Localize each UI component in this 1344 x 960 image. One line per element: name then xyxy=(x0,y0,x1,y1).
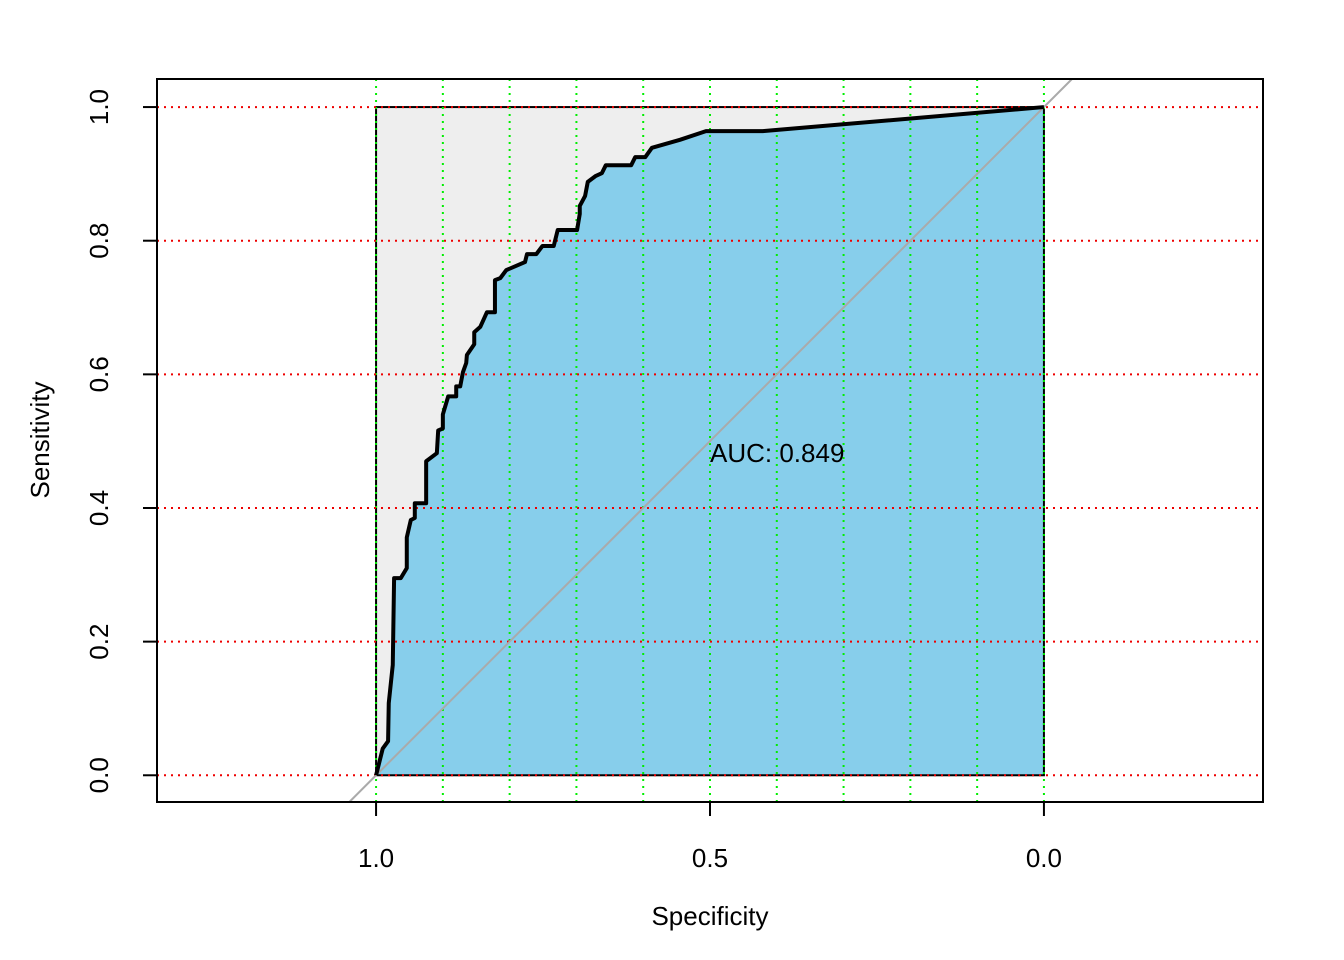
x-tick-label: 0.0 xyxy=(1026,843,1062,873)
x-axis-label: Specificity xyxy=(651,901,768,931)
y-tick-label: 0.8 xyxy=(84,223,114,259)
x-tick-label: 1.0 xyxy=(358,843,394,873)
y-tick-label: 0.2 xyxy=(84,624,114,660)
auc-annotation: AUC: 0.849 xyxy=(710,438,844,468)
chance-diagonal xyxy=(348,78,1073,803)
roc-curve xyxy=(374,105,1045,776)
y-tick-label: 0.6 xyxy=(84,356,114,392)
y-tick-label: 0.0 xyxy=(84,757,114,793)
y-axis-label: Sensitivity xyxy=(25,381,55,498)
x-tick-label: 0.5 xyxy=(692,843,728,873)
y-tick-label: 0.4 xyxy=(84,490,114,526)
y-tick-label: 1.0 xyxy=(84,89,114,125)
